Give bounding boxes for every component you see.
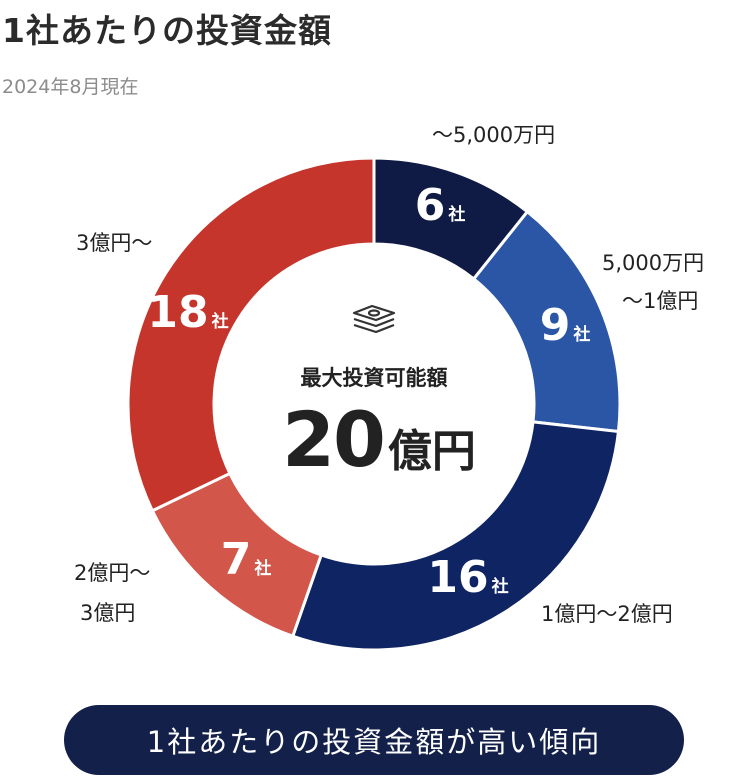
summary-banner: 1社あたりの投資金額が高い傾向 — [64, 705, 684, 775]
slice-category-label: 5,000万円 — [602, 251, 704, 275]
center-value: 20億円 — [264, 395, 494, 484]
donut-slice — [290, 420, 621, 652]
center-value-number: 20 — [282, 395, 386, 484]
donut-slice — [126, 156, 376, 513]
money-stack-icon — [352, 304, 396, 334]
slice-count-label: 18 社 — [147, 287, 228, 338]
slice-category-label: 〜5,000万円 — [432, 123, 555, 147]
center-value-unit: 億円 — [387, 426, 476, 477]
slice-category-label: 〜1億円 — [622, 289, 698, 313]
slice-category-label: 3億円〜 — [76, 231, 152, 255]
slice-category-label: 1億円〜2億円 — [541, 602, 673, 626]
donut-chart: 6 社 9 社 16 社 7 社 18 社 〜5,000万円 5,000万円〜1億円 1億円〜2億円 2… — [74, 123, 704, 652]
page-title: 1社あたりの投資金額 — [2, 11, 332, 50]
date-caption: 2024年8月現在 — [2, 76, 139, 98]
center-label: 最大投資可能額 — [300, 366, 448, 390]
slice-category-label: 2億円〜 — [74, 561, 150, 585]
slice-category-label: 3億円 — [80, 601, 135, 625]
slice-count-label: 16 社 — [427, 552, 508, 603]
